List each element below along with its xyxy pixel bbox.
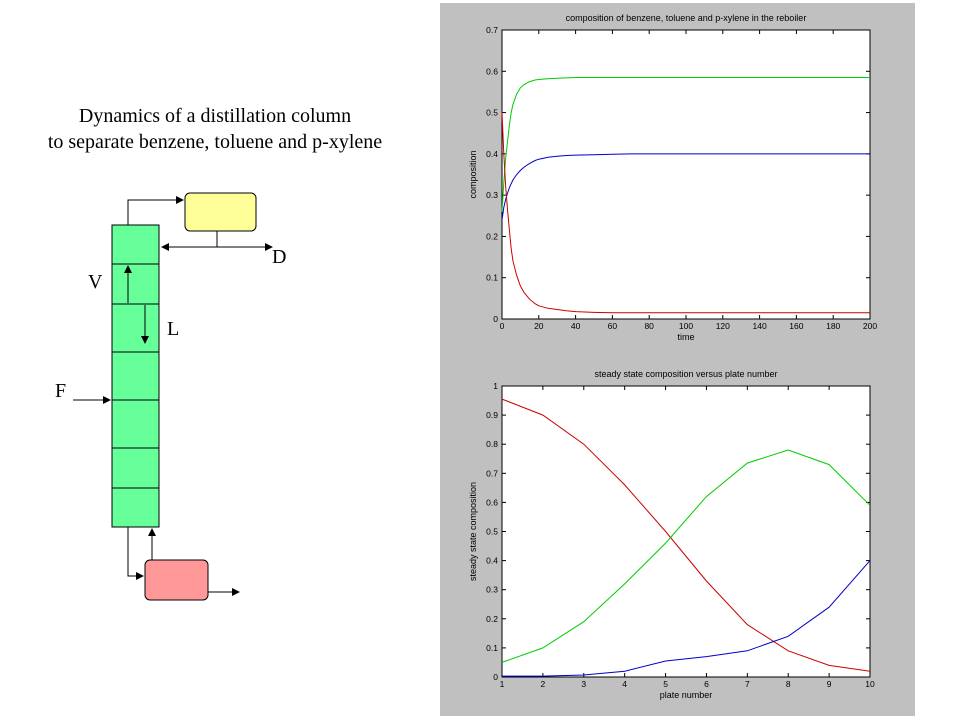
reboiler-drum [144,559,209,601]
label-f: F [55,380,66,402]
x-tick-label: 100 [679,321,693,331]
x-tick-label: 0 [500,321,505,331]
plot-area [501,29,871,320]
distillation-column-diagram: V L F D [55,192,286,601]
tray-dividers [112,263,159,489]
y-tick-label: 0.4 [486,556,498,566]
series-line-0 [501,77,870,212]
x-tick-label: 6 [704,679,709,689]
y-tick-label: 1 [493,381,498,391]
x-tick-label: 140 [753,321,767,331]
label-v: V [88,271,103,293]
y-tick-label: 0.8 [486,439,498,449]
chart-title: steady state composition versus plate nu… [594,369,777,379]
x-tick-label: 3 [581,679,586,689]
chart-title: composition of benzene, toluene and p-xy… [566,13,807,23]
series-line-1 [501,449,871,663]
x-axis-label: time [677,332,694,342]
x-tick-label: 120 [716,321,730,331]
y-tick-label: 0.3 [486,585,498,595]
x-tick-label: 180 [826,321,840,331]
series-line-0 [501,398,871,672]
x-tick-label: 8 [786,679,791,689]
x-tick-label: 40 [571,321,581,331]
y-tick-label: 0.7 [486,468,498,478]
y-tick-label: 0.9 [486,410,498,420]
series-line-2 [501,112,870,314]
x-tick-label: 20 [534,321,544,331]
y-axis-label: composition [468,150,478,198]
y-tick-label: 0.2 [486,231,498,241]
x-tick-label: 7 [745,679,750,689]
plot-area [501,385,871,678]
x-tick-label: 1 [500,679,505,689]
plot-panel: composition of benzene, toluene and p-xy… [440,3,915,716]
y-tick-label: 0 [493,672,498,682]
overhead-vapor-arrow [127,196,184,225]
x-tick-label: 2 [541,679,546,689]
x-tick-label: 200 [863,321,877,331]
reboiler-composition-chart: composition of benzene, toluene and p-xy… [468,13,877,342]
x-tick-label: 5 [663,679,668,689]
x-tick-label: 60 [608,321,618,331]
y-tick-label: 0.1 [486,273,498,283]
label-d: D [272,246,286,268]
y-tick-label: 0.4 [486,149,498,159]
y-tick-label: 0.5 [486,527,498,537]
slide-title: Dynamics of a distillation column to sep… [0,103,430,155]
y-tick-label: 0.5 [486,108,498,118]
y-tick-label: 0 [493,314,498,324]
bottoms-to-reboiler-arrow [127,527,144,580]
steady-state-composition-chart: steady state composition versus plate nu… [468,369,875,700]
y-tick-label: 0.7 [486,25,498,35]
y-tick-label: 0.3 [486,190,498,200]
x-axis-label: plate number [660,690,713,700]
series-line-1 [501,153,870,220]
x-tick-label: 80 [644,321,654,331]
column-body [111,224,160,528]
y-axis-label: steady state composition [468,482,478,581]
y-tick-label: 0.6 [486,497,498,507]
y-tick-label: 0.6 [486,66,498,76]
x-tick-label: 160 [789,321,803,331]
label-l: L [167,318,179,340]
y-tick-label: 0.2 [486,614,498,624]
slide-title-line-1: Dynamics of a distillation column [78,105,352,127]
condenser-drum [184,192,257,232]
x-tick-label: 10 [865,679,875,689]
x-tick-label: 9 [827,679,832,689]
y-tick-label: 0.1 [486,643,498,653]
series-line-2 [502,560,871,677]
slide-title-line-2: to separate benzene, toluene and p-xylen… [47,131,383,153]
x-tick-label: 4 [622,679,627,689]
